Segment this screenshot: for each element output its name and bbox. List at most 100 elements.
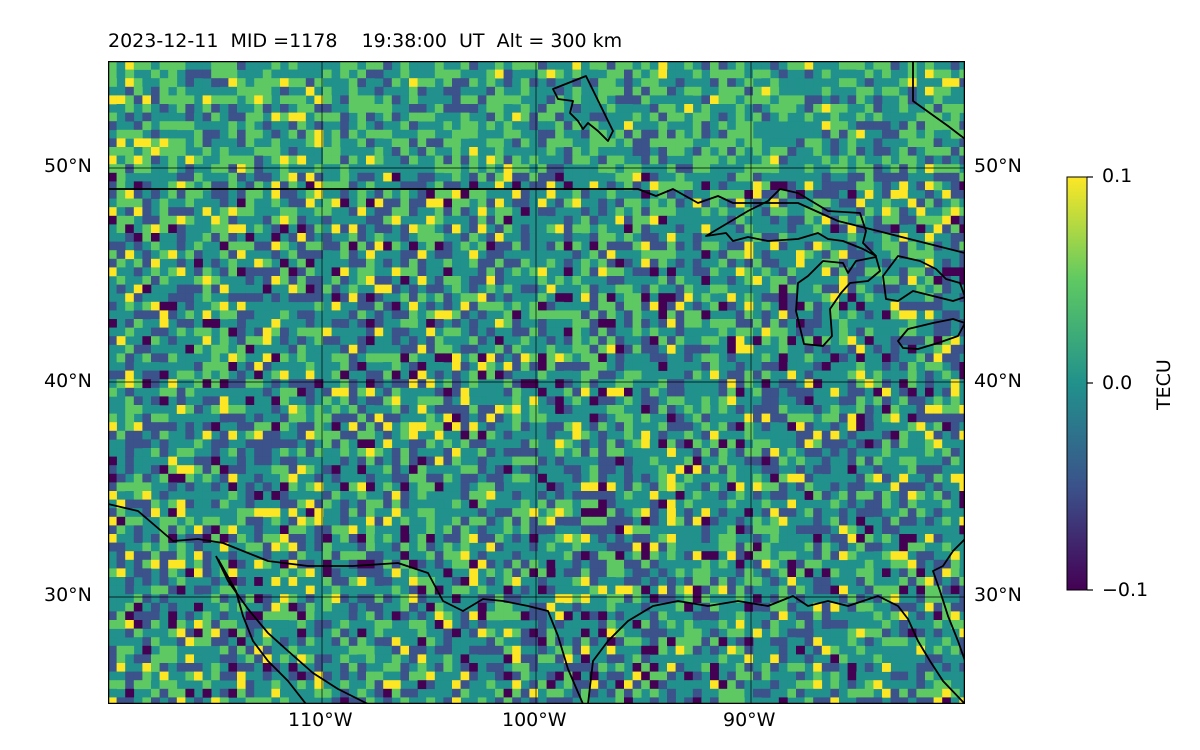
tec-cell (417, 499, 427, 509)
tec-cell (856, 508, 866, 518)
tec-cell (194, 362, 203, 371)
tec-cell (108, 387, 117, 397)
tec-cell (873, 413, 883, 423)
tec-cell (589, 448, 599, 457)
tec-cell (589, 241, 599, 251)
tec-cell (692, 86, 702, 96)
tec-cell (211, 396, 221, 406)
tec-cell (211, 344, 221, 354)
tec-cell (933, 121, 943, 131)
tec-cell (856, 86, 866, 96)
tec-cell (374, 301, 384, 311)
tec-cell (237, 379, 246, 389)
tec-cell (753, 516, 762, 526)
tec-cell (228, 327, 238, 337)
tec-cell (581, 319, 590, 328)
tec-cell (271, 104, 281, 113)
tec-cell (151, 396, 160, 406)
tec-cell (744, 336, 754, 346)
tec-cell (262, 602, 272, 612)
tec-cell (546, 482, 556, 492)
tec-cell (641, 241, 651, 251)
tec-cell (159, 577, 169, 586)
tec-cell (288, 250, 298, 260)
tec-cell (185, 422, 195, 432)
tec-cell (366, 473, 375, 483)
tec-cell (821, 112, 831, 122)
tec-cell (761, 551, 771, 561)
tec-cell (194, 69, 203, 79)
tec-cell (116, 439, 126, 449)
tec-cell (219, 112, 229, 122)
tec-cell (176, 448, 186, 457)
tec-cell (323, 430, 332, 440)
tec-cell (847, 551, 857, 561)
tec-cell (426, 327, 436, 337)
tec-cell (486, 198, 496, 208)
tec-cell (417, 86, 427, 96)
tec-cell (443, 224, 453, 234)
tec-cell (194, 405, 203, 414)
tec-cell (606, 61, 616, 70)
tec-cell (237, 551, 246, 561)
tec-cell (142, 147, 152, 156)
tec-cell (314, 353, 324, 363)
tec-cell (959, 267, 965, 277)
tec-cell (219, 396, 229, 406)
tec-cell (649, 319, 659, 328)
tec-cell (443, 164, 453, 174)
tec-cell (692, 491, 702, 500)
tec-cell (237, 456, 246, 466)
tec-cell (340, 112, 350, 122)
tec-cell (890, 353, 900, 363)
tec-cell (185, 473, 195, 483)
tec-cell (907, 241, 917, 251)
tec-cell (864, 499, 874, 509)
tec-cell (434, 61, 444, 70)
tec-cell (374, 310, 384, 320)
tec-cell (271, 602, 281, 612)
tec-cell (692, 439, 702, 449)
tec-cell (839, 370, 848, 380)
tec-cell (366, 448, 375, 457)
tec-cell (159, 396, 169, 406)
tec-cell (271, 284, 281, 294)
tec-cell (718, 551, 728, 561)
tec-cell (512, 508, 522, 518)
tec-cell (228, 293, 238, 303)
tec-cell (357, 301, 367, 311)
tec-cell (469, 95, 479, 105)
tec-cell (692, 362, 702, 371)
tec-cell (469, 250, 479, 260)
tec-cell (821, 534, 831, 543)
tec-cell (125, 198, 135, 208)
tec-cell (400, 559, 410, 569)
tec-cell (486, 344, 496, 354)
tec-cell (916, 353, 926, 363)
tec-cell (503, 387, 513, 397)
tec-cell (667, 104, 676, 113)
tec-cell (331, 413, 341, 423)
tec-cell (288, 568, 298, 578)
tec-cell (383, 224, 393, 234)
tec-cell (262, 258, 272, 268)
tec-cell (133, 551, 143, 561)
tec-cell (486, 405, 496, 414)
tec-cell (305, 370, 315, 380)
tec-cell (710, 86, 719, 96)
tec-cell (374, 370, 384, 380)
tec-cell (538, 344, 547, 354)
tec-cell (202, 594, 212, 604)
tec-cell (331, 267, 341, 277)
tec-cell (142, 198, 152, 208)
tec-cell (400, 293, 410, 303)
tec-cell (907, 448, 917, 457)
tec-cell (443, 250, 453, 260)
tec-cell (787, 516, 797, 526)
tec-cell (331, 344, 341, 354)
tec-cell (400, 422, 410, 432)
tec-cell (460, 233, 470, 242)
tec-cell (718, 172, 728, 182)
tec-cell (280, 104, 289, 113)
tec-cell (839, 387, 848, 397)
